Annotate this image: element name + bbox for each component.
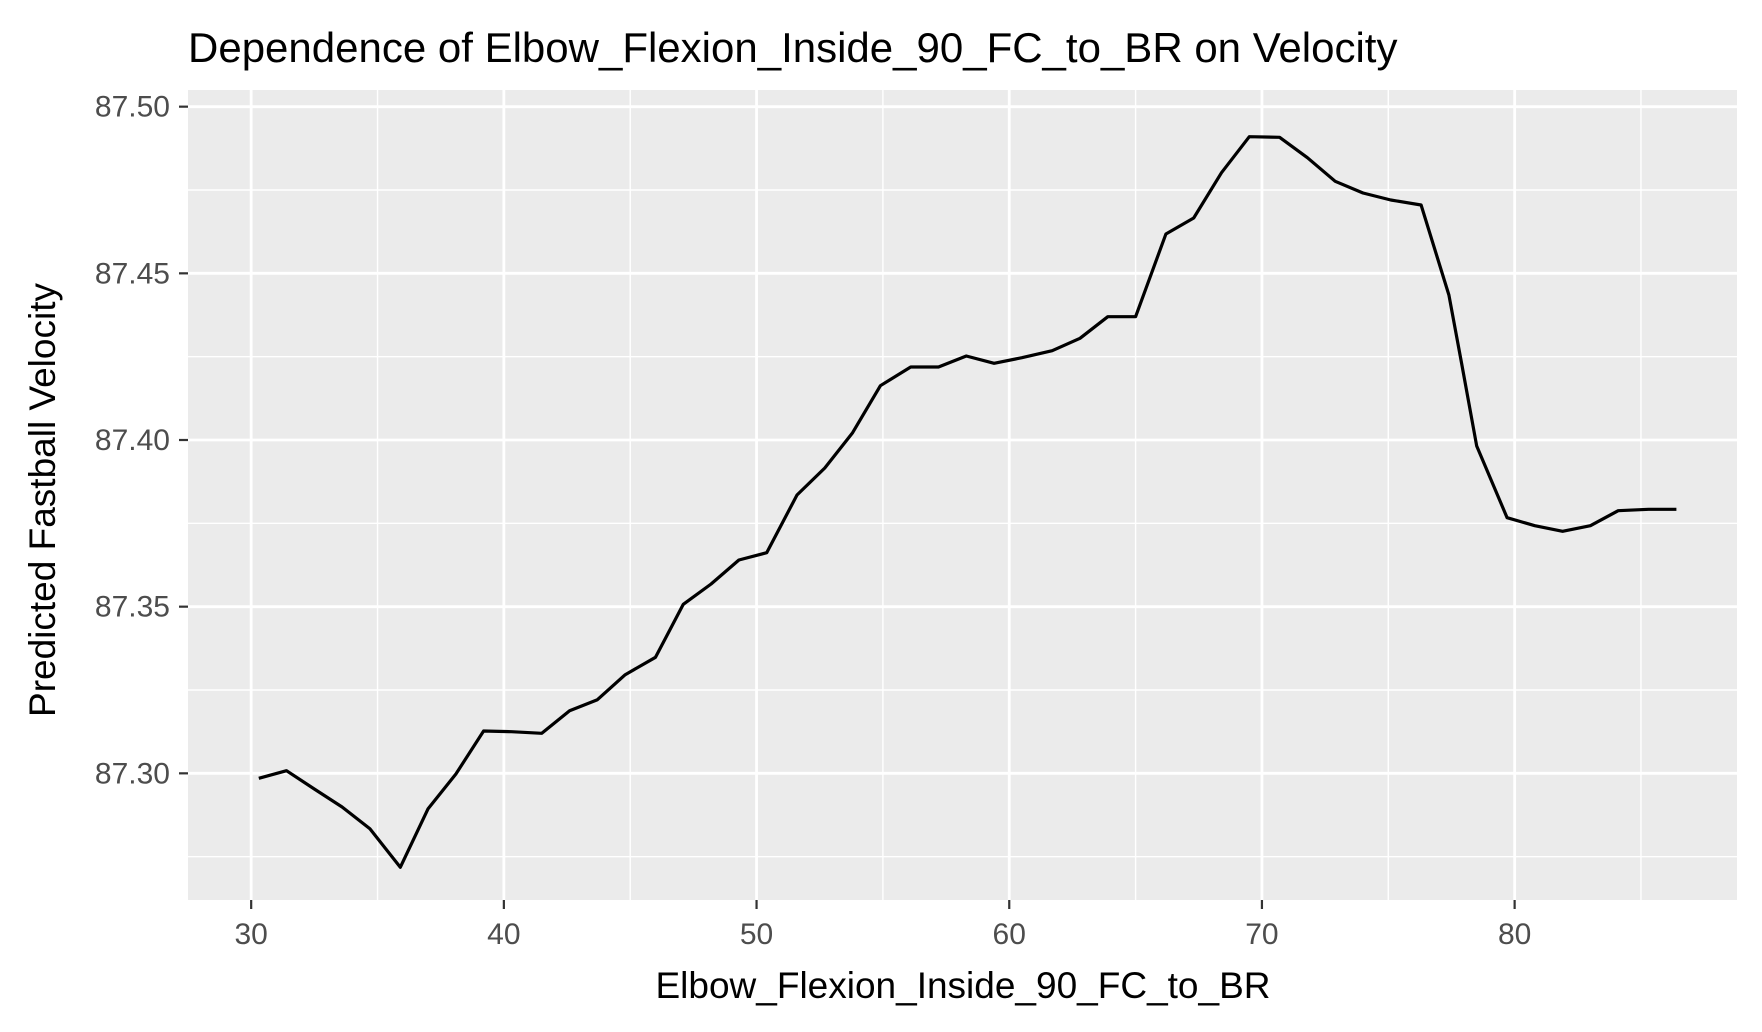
x-axis-title: Elbow_Flexion_Inside_90_FC_to_BR [656, 965, 1271, 1006]
x-axis: 30 40 50 60 70 80 [234, 900, 1531, 951]
y-tick-label: 87.45 [95, 257, 170, 290]
x-tick-label: 50 [740, 918, 773, 951]
x-tick-label: 30 [234, 918, 267, 951]
major-gridlines [188, 90, 1737, 900]
minor-gridlines [188, 90, 1737, 900]
series-line [258, 135, 1677, 869]
y-tick-label: 87.35 [95, 591, 170, 624]
y-tick-label: 87.40 [95, 424, 170, 457]
x-tick-label: 40 [487, 918, 520, 951]
x-tick-label: 80 [1498, 918, 1531, 951]
y-axis-title: Predicted Fastball Velocity [22, 283, 63, 717]
y-axis: 87.30 87.35 87.40 87.45 87.50 [95, 91, 188, 790]
y-tick-label: 87.30 [95, 757, 170, 790]
x-tick-label: 60 [993, 918, 1026, 951]
plot-panel [188, 90, 1737, 900]
chart-title: Dependence of Elbow_Flexion_Inside_90_FC… [188, 24, 1397, 71]
y-tick-label: 87.50 [95, 91, 170, 124]
x-tick-label: 70 [1245, 918, 1278, 951]
